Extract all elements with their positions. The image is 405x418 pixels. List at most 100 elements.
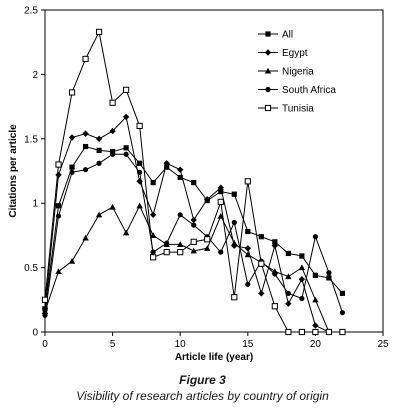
data-point — [41, 308, 49, 314]
data-point — [177, 174, 183, 181]
data-point — [326, 275, 332, 281]
data-point — [55, 268, 62, 275]
data-point — [339, 290, 346, 296]
data-point — [96, 160, 102, 166]
legend-marker — [265, 31, 271, 37]
legend-marker — [264, 49, 272, 56]
data-point — [258, 290, 265, 297]
legend-item: All — [258, 30, 293, 41]
legend-item: Nigeria — [258, 67, 314, 78]
data-point — [96, 147, 102, 153]
data-point — [244, 245, 251, 252]
data-point — [271, 242, 279, 249]
data-point — [339, 328, 346, 336]
data-point — [190, 238, 197, 245]
data-point — [55, 161, 62, 168]
data-point — [177, 212, 183, 218]
data-point — [204, 236, 211, 243]
data-point — [217, 198, 224, 206]
data-point — [69, 164, 75, 170]
data-point — [217, 184, 224, 191]
data-point — [164, 164, 170, 170]
series-all — [42, 143, 346, 312]
data-point — [177, 249, 184, 256]
legend-label: Nigeria — [282, 67, 314, 78]
y-tick-label: 0 — [32, 328, 38, 339]
data-point — [55, 213, 62, 219]
y-axis: 0 0.5 1 1.5 2 2.5 — [24, 6, 45, 339]
legend-label: South Africa — [282, 85, 336, 96]
data-point — [285, 273, 292, 280]
data-point — [204, 196, 211, 203]
y-tick-label: 2 — [32, 70, 38, 81]
legend-marker — [265, 86, 271, 93]
data-point — [191, 179, 197, 186]
series-south-africa — [42, 151, 346, 318]
data-point — [312, 322, 319, 329]
data-point — [272, 271, 278, 277]
plot-frame — [44, 9, 384, 333]
series-line — [44, 153, 343, 316]
data-point — [285, 290, 291, 296]
data-point — [136, 122, 143, 130]
data-point — [82, 55, 89, 63]
y-tick-label: 0.5 — [24, 263, 38, 274]
data-point — [95, 135, 103, 142]
y-tick-label: 1.5 — [24, 134, 38, 145]
data-point — [258, 260, 265, 267]
data-point — [177, 241, 184, 247]
data-point — [217, 212, 224, 219]
data-point — [299, 253, 305, 259]
data-point — [68, 134, 76, 141]
data-point — [150, 179, 156, 186]
data-point — [191, 222, 197, 228]
data-point — [137, 169, 143, 175]
data-point — [69, 169, 75, 175]
data-point — [109, 99, 116, 106]
data-point — [231, 294, 238, 301]
data-point — [164, 240, 170, 246]
y-tick-label: 2.5 — [24, 6, 38, 17]
data-point — [326, 270, 332, 276]
legend-item: Egypt — [258, 48, 308, 59]
x-tick-label: 0 — [42, 339, 48, 350]
data-point — [42, 312, 48, 318]
data-point — [244, 178, 251, 185]
x-tick-label: 5 — [110, 339, 116, 350]
legend-item: South Africa — [258, 85, 336, 96]
data-point — [68, 257, 76, 264]
data-point — [204, 245, 211, 251]
y-tick-label: 1 — [32, 199, 38, 210]
data-point — [298, 275, 306, 283]
x-tick-label: 25 — [377, 339, 389, 350]
data-point — [177, 166, 184, 173]
data-point — [68, 89, 76, 96]
legend-label: Tunisia — [282, 104, 314, 115]
x-tick-label: 20 — [310, 339, 322, 350]
data-point — [231, 191, 237, 197]
legend-marker — [264, 67, 272, 74]
data-point — [123, 86, 130, 93]
data-point — [285, 328, 292, 336]
data-point — [55, 203, 62, 209]
data-point — [55, 171, 62, 179]
data-point — [150, 249, 156, 255]
data-point — [122, 229, 130, 236]
x-tick-label: 15 — [242, 339, 254, 350]
data-point — [245, 228, 251, 235]
legend-label: All — [282, 30, 293, 41]
data-point — [163, 249, 170, 256]
data-point — [272, 239, 278, 245]
legend-marker — [264, 104, 272, 112]
data-point — [82, 234, 89, 241]
data-point — [149, 232, 157, 238]
figure-caption-text: Visibility of research articles by count… — [76, 389, 329, 403]
data-point — [136, 202, 143, 209]
data-point — [218, 249, 224, 255]
data-point — [299, 295, 305, 302]
data-point — [122, 113, 130, 121]
line-chart: 0 5 10 15 20 25 0 0.5 1 1.5 2 2.5 Article life (ye… — [8, 6, 389, 364]
data-point — [123, 151, 129, 157]
figure-caption: Figure 3 Visibility of research articles… — [0, 372, 405, 405]
